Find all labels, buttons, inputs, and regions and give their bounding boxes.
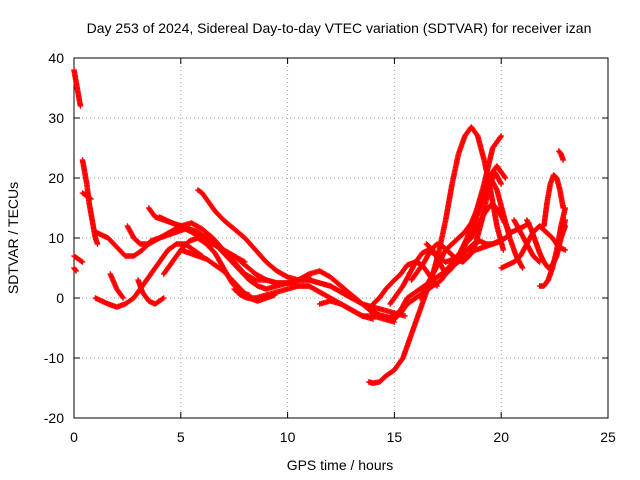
x-tick-label: 10 [280, 429, 296, 445]
series-arc-1 [71, 67, 84, 109]
x-tick-label: 25 [600, 429, 616, 445]
series-arc-14 [178, 247, 278, 304]
y-tick-label: 40 [48, 50, 64, 66]
data-point [72, 267, 79, 273]
series-arc-5 [79, 190, 94, 202]
data-point [120, 295, 126, 301]
data-point [77, 103, 84, 109]
data-point [160, 295, 167, 301]
y-tick-label: -10 [44, 350, 64, 366]
series-arc-3 [71, 265, 79, 274]
y-tick-label: 0 [56, 290, 64, 306]
data-point [87, 195, 93, 202]
chart-title: Day 253 of 2024, Sidereal Day-to-day VTE… [87, 20, 592, 36]
series-arc-16 [231, 283, 312, 301]
data-point [119, 294, 126, 300]
data-point [94, 241, 101, 247]
data-point [402, 313, 408, 319]
data-point [283, 273, 290, 280]
data-point [79, 259, 86, 265]
y-tick-label: -20 [44, 410, 64, 426]
x-tick-label: 15 [387, 429, 403, 445]
y-axis-label: SDTVAR / TECUs [5, 182, 21, 294]
axis-ticks: 0 5 10 15 20 25 -20 -10 0 10 20 30 40 [44, 50, 616, 445]
series-arc-8 [107, 271, 126, 301]
series-arc-12 [156, 214, 355, 301]
data-points [71, 67, 569, 386]
x-tick-label: 20 [493, 429, 509, 445]
series-arc-23 [391, 133, 504, 322]
data-point [88, 196, 94, 202]
data-point [73, 268, 79, 274]
x-tick-label: 5 [177, 429, 185, 445]
data-point [78, 258, 85, 265]
x-axis-label: GPS time / hours [287, 457, 394, 473]
y-tick-label: 20 [48, 170, 64, 186]
series-arc-33 [556, 148, 566, 163]
data-point [262, 276, 268, 283]
series-arc-2 [71, 253, 86, 265]
x-tick-label: 0 [70, 429, 78, 445]
y-tick-label: 10 [48, 230, 64, 246]
y-tick-label: 30 [48, 110, 64, 126]
data-point [159, 295, 166, 302]
series-arc-10 [135, 277, 167, 307]
